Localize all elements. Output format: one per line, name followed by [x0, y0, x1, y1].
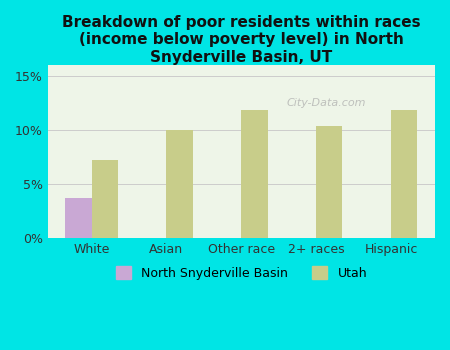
- Text: City-Data.com: City-Data.com: [287, 98, 366, 108]
- Legend: North Snyderville Basin, Utah: North Snyderville Basin, Utah: [116, 266, 367, 280]
- Bar: [91, 160, 118, 238]
- Bar: [316, 126, 342, 238]
- Title: Breakdown of poor residents within races
(income below poverty level) in North
S: Breakdown of poor residents within races…: [62, 15, 421, 65]
- Bar: [166, 130, 193, 238]
- Bar: [65, 198, 91, 238]
- Bar: [391, 110, 418, 238]
- Bar: [241, 110, 268, 238]
